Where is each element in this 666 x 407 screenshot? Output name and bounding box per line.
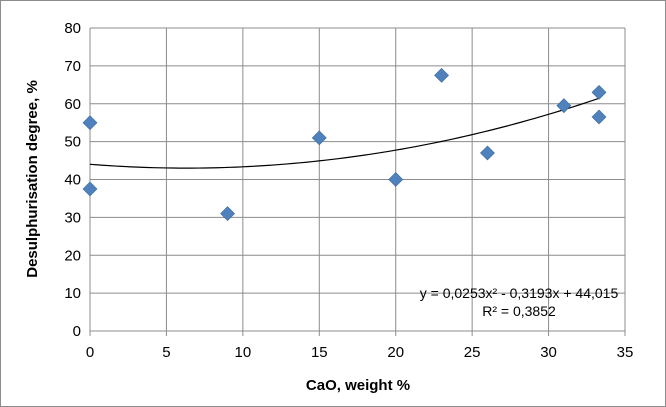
y-tick-label: 60 (64, 96, 81, 113)
data-point-diamond (311, 130, 327, 146)
data-point-diamond (434, 67, 449, 83)
x-tick-label: 20 (387, 344, 404, 361)
y-tick-label: 20 (64, 247, 81, 264)
data-points (82, 67, 607, 222)
data-point-diamond (388, 172, 404, 187)
x-tick-label: 35 (617, 344, 634, 361)
y-axis-title: Desulphurisation degree, % (24, 80, 41, 278)
y-tick-label: 50 (64, 134, 81, 151)
y-axis-ticks: 0 10 20 30 40 50 60 70 80 (64, 20, 81, 340)
y-tick-label: 10 (64, 285, 81, 302)
data-point-diamond (220, 206, 235, 222)
data-point-diamond (82, 181, 98, 197)
x-tick-label: 15 (311, 344, 328, 361)
data-point-diamond (591, 109, 607, 125)
data-point-diamond (556, 98, 572, 114)
y-tick-label: 40 (64, 172, 81, 189)
y-tick-label: 0 (73, 323, 81, 340)
x-axis-title: CaO, weight % (306, 377, 410, 394)
y-tick-label: 80 (64, 20, 81, 37)
data-point-diamond (480, 145, 495, 161)
x-tick-label: 0 (86, 344, 94, 361)
x-tick-label: 5 (162, 344, 170, 361)
x-axis-ticks: 0 5 10 15 20 25 30 35 (86, 344, 634, 361)
trendline-r-squared: R² = 0,3852 (482, 303, 556, 319)
data-point-diamond (591, 84, 607, 100)
y-tick-label: 30 (64, 209, 81, 226)
x-tick-label: 25 (464, 344, 481, 361)
trendline-equation: y = 0,0253x² - 0,3193x + 44,015 (420, 285, 619, 301)
y-tick-label: 70 (64, 58, 81, 75)
x-tick-label: 30 (540, 344, 557, 361)
x-tick-label: 10 (235, 344, 252, 361)
trendline (89, 97, 600, 169)
data-point-diamond (82, 115, 98, 131)
